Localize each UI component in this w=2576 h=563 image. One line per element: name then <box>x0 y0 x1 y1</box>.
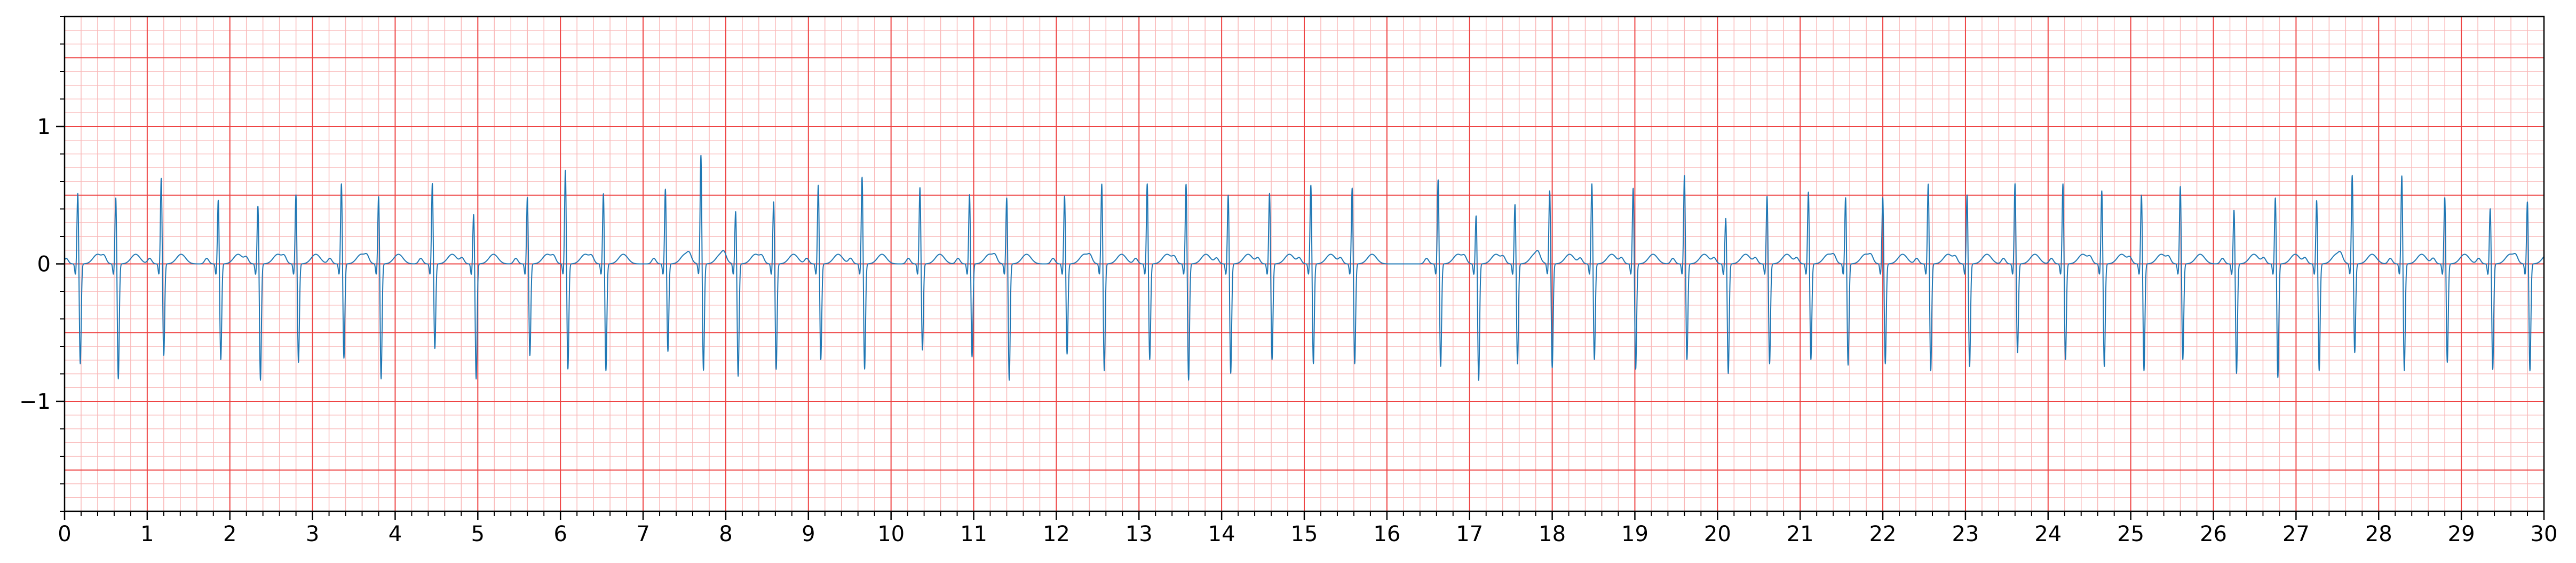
series-group <box>64 154 2545 381</box>
x-tick-label: 11 <box>960 522 987 546</box>
x-tick-label: 15 <box>1291 522 1318 546</box>
x-tick-label: 24 <box>2034 522 2062 546</box>
y-axis: −1 0 1 <box>19 16 65 512</box>
x-tick-label: 2 <box>223 522 236 546</box>
x-tick-label: 4 <box>389 522 402 546</box>
x-tick-label: 25 <box>2117 522 2144 546</box>
x-tick-label: 27 <box>2282 522 2310 546</box>
x-tick-label: 28 <box>2365 522 2392 546</box>
x-tick-label: 5 <box>471 522 485 546</box>
x-tick-label: 9 <box>802 522 815 546</box>
x-tick-label: 1 <box>140 522 154 546</box>
x-tick-label: 17 <box>1456 522 1483 546</box>
x-tick-label: 29 <box>2448 522 2475 546</box>
x-tick-label: 13 <box>1125 522 1153 546</box>
x-tick-label: 20 <box>1704 522 1731 546</box>
x-tick-label: 0 <box>58 522 71 546</box>
x-tick-label: 14 <box>1208 522 1235 546</box>
x-tick-label: 7 <box>636 522 649 546</box>
x-axis: 0 1 2 3 4 5 6 7 8 9 10 11 12 13 14 15 16 17 18 19 20 21 22 23 24… <box>58 511 2557 546</box>
ecg-trace-line <box>64 154 2545 381</box>
x-tick-label: 3 <box>306 522 319 546</box>
x-tick-label: 30 <box>2531 522 2558 546</box>
x-tick-label: 21 <box>1787 522 1814 546</box>
x-tick-label: 16 <box>1373 522 1400 546</box>
x-tick-label: 26 <box>2200 522 2227 546</box>
x-tick-label: 22 <box>1869 522 1897 546</box>
x-tick-label: 6 <box>553 522 567 546</box>
x-tick-label: 18 <box>1539 522 1566 546</box>
y-tick-label: 1 <box>37 115 51 139</box>
x-tick-label: 19 <box>1621 522 1648 546</box>
y-tick-label: −1 <box>19 390 51 414</box>
x-tick-label: 8 <box>719 522 732 546</box>
x-tick-label: 12 <box>1043 522 1070 546</box>
y-tick-label: 0 <box>37 252 51 277</box>
x-tick-label: 23 <box>1952 522 1979 546</box>
x-tick-label: 10 <box>877 522 905 546</box>
